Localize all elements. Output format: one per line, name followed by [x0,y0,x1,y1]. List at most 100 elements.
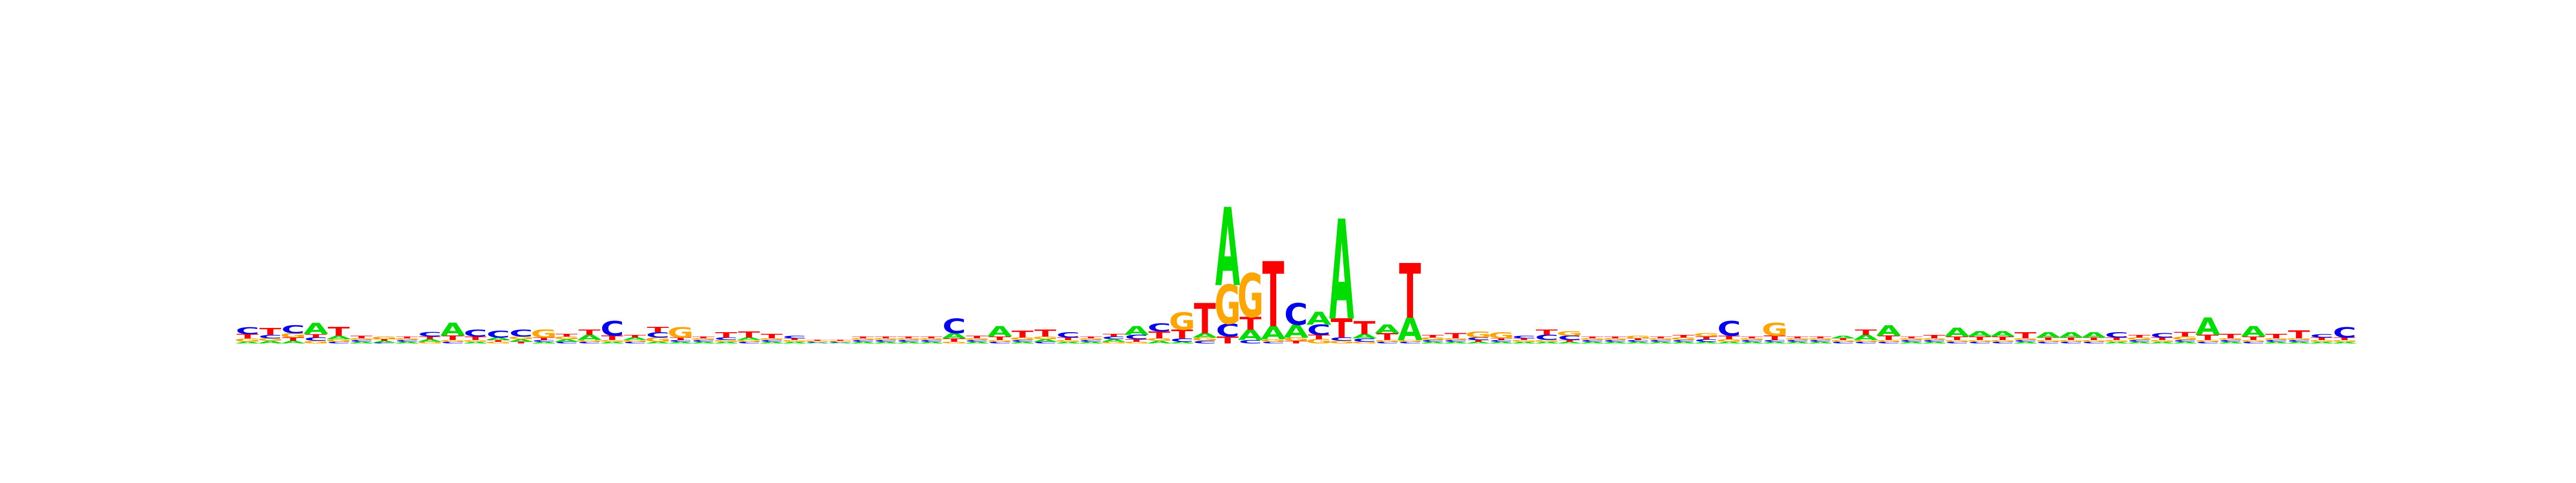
logo-letter-A: A [1329,192,1354,351]
logo-letter-A: A [1192,332,1218,339]
logo-letter-T: T [761,333,784,340]
logo-letter-G: G [1260,339,1286,343]
logo-letter-G: G [1511,340,1537,342]
logo-letter-G: G [1283,336,1309,342]
logo-letter-G: G [371,336,398,340]
logo-letter-C: C [2105,331,2128,339]
logo-letter-A: A [1854,334,1879,342]
logo-letter-G: G [2058,340,2084,342]
logo-letter-G: G [1078,338,1104,341]
logo-letter-A: A [1762,341,1788,344]
logo-letter-T: T [920,336,942,339]
logo-letter-G: G [1579,338,1606,341]
logo-letter-C: C [897,340,920,342]
logo-letter-T: T [533,336,555,341]
logo-letter-T: T [1787,336,1809,339]
logo-letter-G: G [1534,340,1560,342]
logo-letter-A: A [1899,341,1924,344]
logo-letter-C: C [2128,340,2151,342]
logo-letter-T: T [1627,338,1649,341]
logo-letter-T: T [419,336,441,340]
logo-letter-T: T [1194,295,1216,343]
logo-letter-A: A [600,341,625,344]
logo-letter-A: A [1648,341,1673,344]
logo-letter-G: G [326,339,352,343]
logo-letter-C: C [2310,333,2333,339]
logo-letter-C: C [874,340,898,342]
logo-letter-T: T [1240,313,1262,334]
logo-letter-A: A [919,341,944,344]
logo-letter-A: A [759,341,785,344]
logo-letter-G: G [918,338,945,341]
logo-letter-G: G [303,340,329,345]
logo-letter-C: C [1580,340,1604,342]
logo-letter-A: A [782,341,807,344]
logo-letter-G: G [2286,338,2312,341]
logo-letter-A: A [2013,341,2038,344]
logo-letter-A: A [463,341,488,344]
logo-letter-C: C [988,341,1012,344]
logo-letter-T: T [1262,244,1284,348]
logo-letter-G: G [2240,340,2266,342]
logo-letter-C: C [2037,341,2060,344]
logo-letter-G: G [462,340,488,342]
logo-letter-C: C [2242,341,2265,344]
logo-letter-C: C [1489,340,1513,342]
logo-letter-C: C [441,341,465,344]
logo-letter-G: G [804,341,831,342]
logo-letter-C: C [1785,340,1809,342]
logo-letter-G: G [827,341,853,342]
logo-letter-T: T [1034,328,1056,339]
logo-letter-G: G [759,338,785,341]
logo-letter-C: C [1604,340,1627,342]
logo-letter-C: C [486,329,510,340]
logo-letter-G: G [1214,275,1241,336]
logo-letter-A: A [1945,326,1970,340]
logo-letter-C: C [1558,335,1582,342]
logo-letter-C: C [2082,341,2106,344]
logo-letter-G: G [1921,338,1948,341]
logo-letter-A: A [668,341,693,344]
logo-letter-C: C [601,317,624,341]
logo-letter-G: G [1625,335,1651,339]
logo-letter-T: T [579,328,601,336]
logo-letter-T: T [829,340,851,341]
logo-letter-T: T [898,336,920,339]
logo-letter-C: C [1125,334,1148,341]
logo-letter-A: A [1147,340,1172,345]
logo-letter-G: G [2218,338,2244,341]
logo-letter-G: G [531,327,557,340]
logo-letter-C: C [1170,338,1194,343]
logo-letter-T: T [1125,339,1147,343]
logo-letter-C: C [2333,324,2357,341]
logo-letter-C: C [1398,341,1422,344]
logo-letter-A: A [1694,341,1719,344]
logo-letter-G: G [895,338,921,341]
logo-letter-G: G [1123,341,1150,344]
logo-letter-A: A [805,342,830,344]
logo-letter-T: T [670,336,692,341]
logo-letter-G: G [2081,340,2107,342]
logo-letter-G: G [1101,341,1127,344]
logo-letter-A: A [349,341,374,344]
logo-letter-T: T [966,335,988,339]
logo-letter-C: C [577,341,601,344]
logo-letter-A: A [1306,309,1331,330]
logo-letter-A: A [1101,339,1126,343]
